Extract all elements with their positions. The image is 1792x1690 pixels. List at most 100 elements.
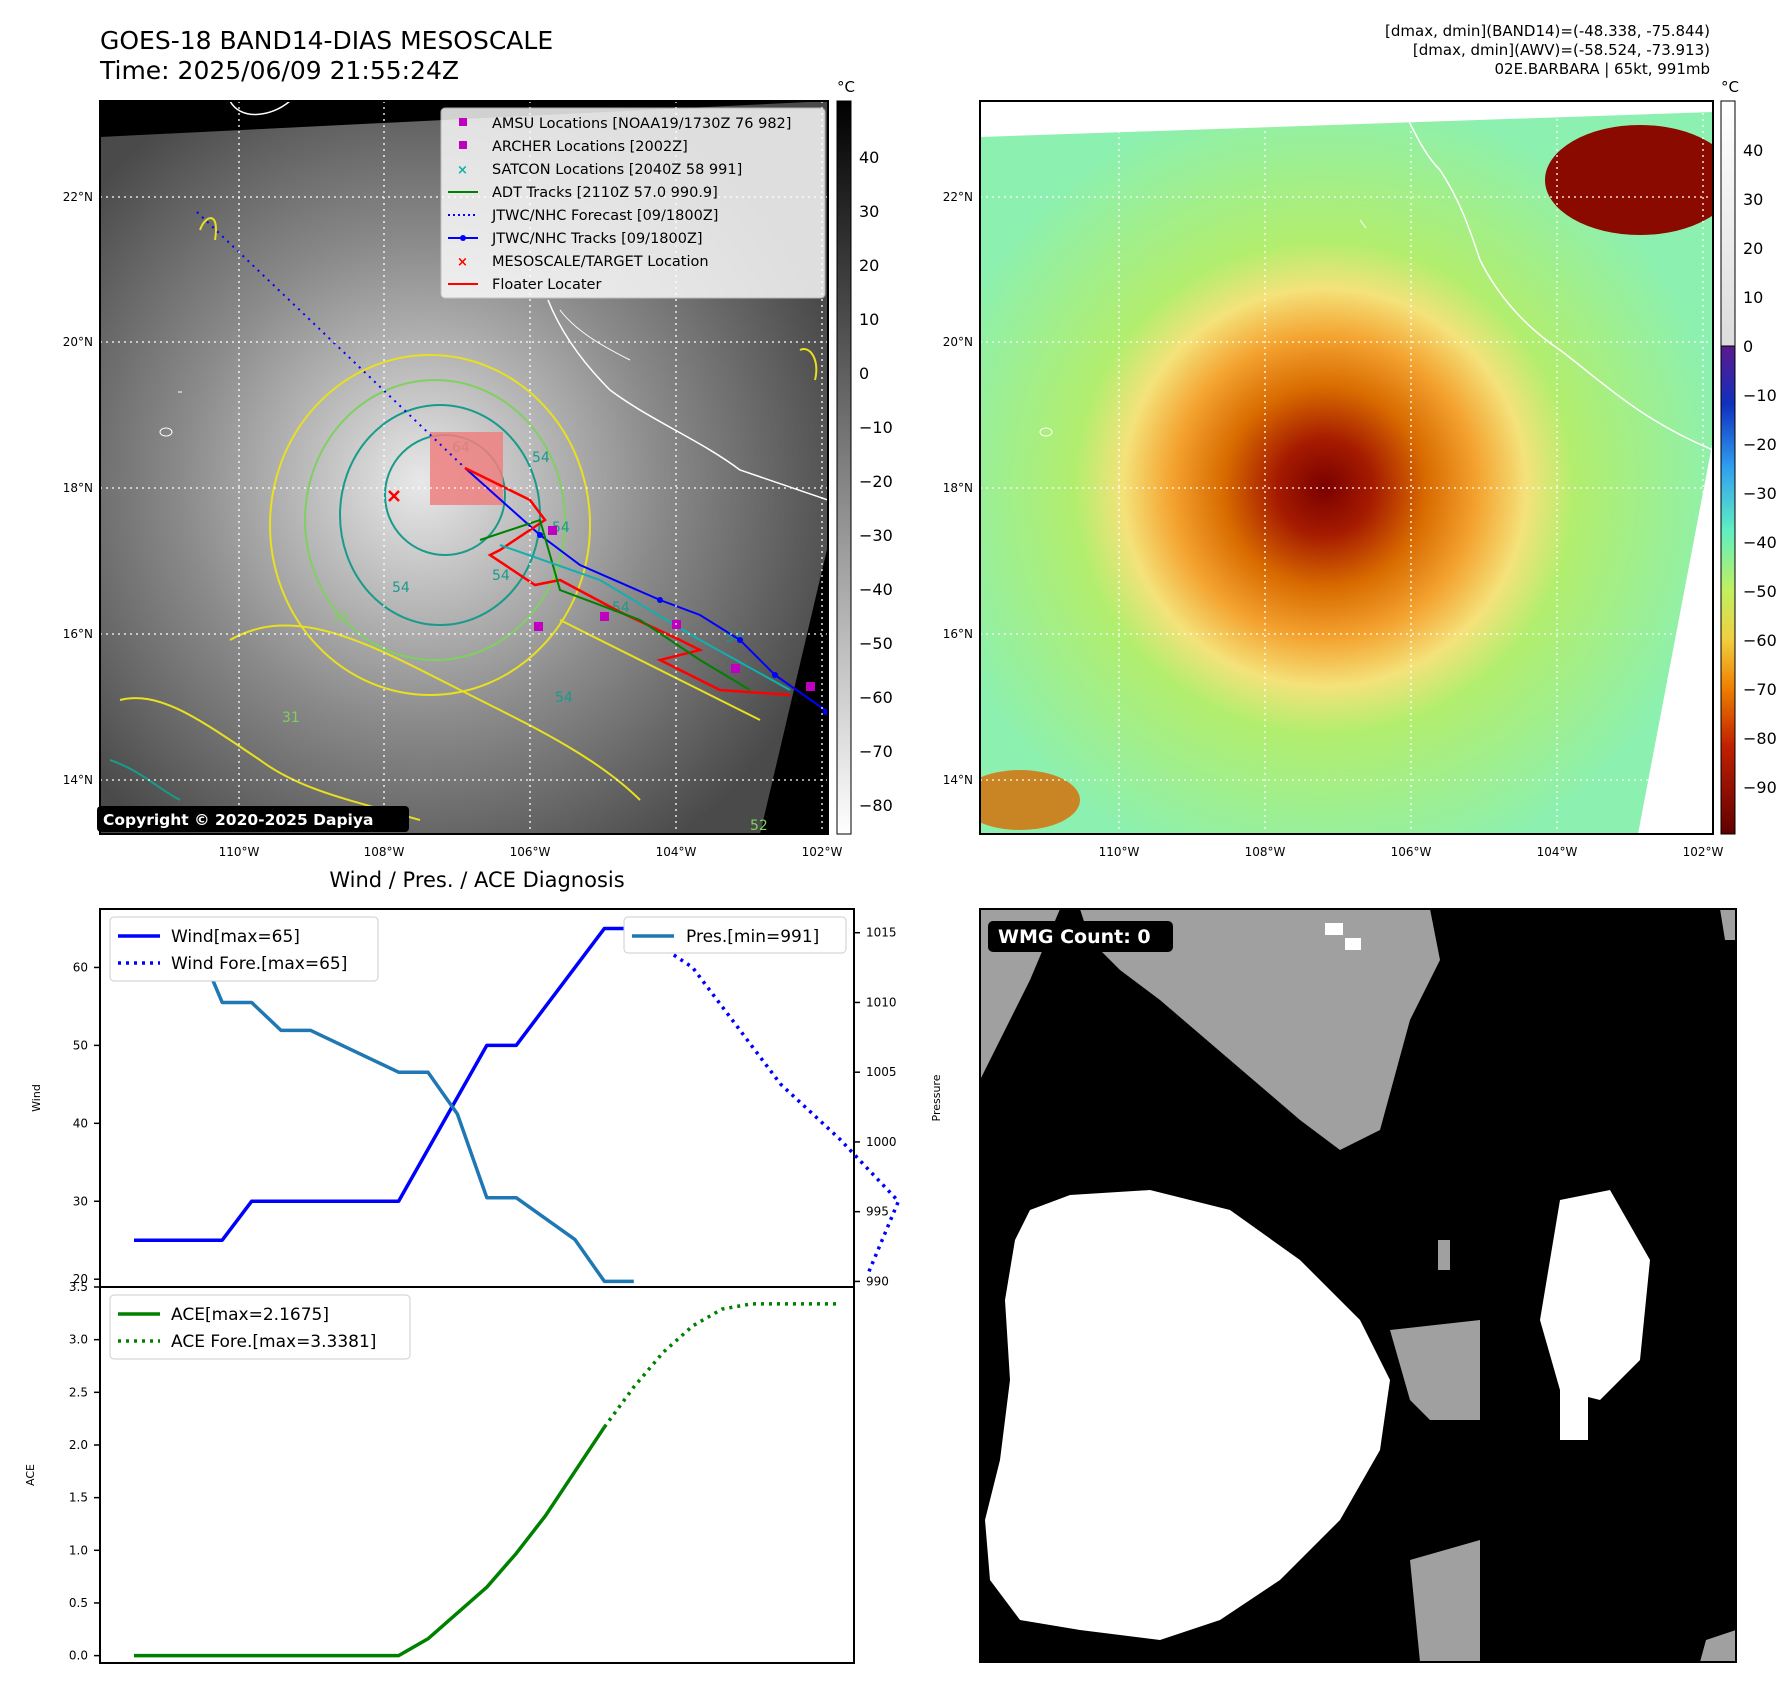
pressure-ylabel: Pressure <box>930 1074 943 1121</box>
lon-tick: 110°W <box>1099 845 1140 859</box>
coastline <box>229 101 291 116</box>
pressure-legend: Pres.[min=991] <box>623 916 847 954</box>
cb-tick: −10 <box>1743 386 1777 405</box>
wind-ylabel: Wind <box>30 1084 43 1112</box>
cb-tick: −40 <box>859 580 893 599</box>
legend-floater-label: Floater Locater <box>492 277 601 293</box>
map2-lon-ticks: 110°W 108°W 106°W 104°W 102°W <box>1099 845 1724 859</box>
y-tick-label: 50 <box>73 1038 88 1052</box>
series-line-2 <box>134 930 634 1284</box>
wmg-white-cell <box>1325 923 1343 935</box>
cb-tick: −50 <box>1743 582 1777 601</box>
legend-track-dot <box>460 235 466 241</box>
wmg-count-label: WMG Count: 0 <box>998 926 1151 948</box>
island-outline <box>159 427 173 437</box>
y-tick-label: 40 <box>73 1116 88 1130</box>
figure-title: GOES-18 BAND14-DIAS MESOSCALE Time: 2025… <box>100 26 553 86</box>
color-ir-map-panel <box>980 101 1713 834</box>
ace-legend: ACE[max=2.1675] ACE Fore.[max=3.3381] <box>109 1294 411 1360</box>
cb-tick: −20 <box>859 472 893 491</box>
y-tick-label: 2.0 <box>69 1438 88 1452</box>
lat-tick: 22°N <box>63 190 93 204</box>
lon-tick: 104°W <box>1537 845 1578 859</box>
y2-tick-label: 1005 <box>866 1065 897 1079</box>
cb-tick: −70 <box>1743 680 1777 699</box>
cb-tick: 30 <box>1743 190 1763 209</box>
y-tick-label: 20 <box>73 1272 88 1286</box>
legend-archer-label: ARCHER Locations [2002Z] <box>492 139 688 155</box>
lat-tick: 14°N <box>63 773 93 787</box>
wmg-frame <box>979 908 1737 1663</box>
wmg-white-region <box>1540 1190 1650 1400</box>
info-line1: [dmax, dmin](BAND14)=(-48.338, -75.844) <box>1385 22 1710 40</box>
best-track-points <box>537 532 828 715</box>
copyright-text: Copyright © 2020-2025 Dapiya <box>103 811 373 829</box>
lon-tick: 106°W <box>510 845 551 859</box>
legend-pressure-label: Pres.[min=991] <box>686 927 819 947</box>
series-line-1 <box>632 927 901 1273</box>
contour-label: 54 <box>555 690 573 706</box>
lat-tick: 18°N <box>63 481 93 495</box>
legend-target-label: MESOSCALE/TARGET Location <box>492 254 709 270</box>
cb-tick: 0 <box>1743 337 1753 356</box>
cb-tick: −80 <box>1743 729 1777 748</box>
y-tick-label: 30 <box>73 1194 88 1208</box>
lat-tick: 16°N <box>943 627 973 641</box>
legend-ace-label: ACE[max=2.1675] <box>171 1305 329 1325</box>
lat-tick: 22°N <box>943 190 973 204</box>
wmg-gray-region <box>1700 1630 1736 1662</box>
y-tick-label: 1.0 <box>69 1543 88 1557</box>
copyright-badge <box>97 806 409 832</box>
contour-label: 31 <box>332 610 350 626</box>
legend-target-marker: × <box>457 255 468 270</box>
coastline <box>559 309 631 361</box>
cb-tick: 0 <box>859 364 869 383</box>
cb-tick: 10 <box>1743 288 1763 307</box>
map2-lat-ticks: 22°N 20°N 18°N 16°N 14°N <box>943 190 973 787</box>
lon-tick: 104°W <box>656 845 697 859</box>
colorbar-ticks: 40 30 20 10 0 −10 −20 −30 −40 −50 −60 −7… <box>859 148 893 815</box>
contour-label: 31 <box>282 710 300 726</box>
map-gridlines <box>980 101 1713 834</box>
y2-tick-label: 1015 <box>866 926 897 940</box>
y-tick-label: 1.5 <box>69 1491 88 1505</box>
lat-tick: 20°N <box>63 335 93 349</box>
legend-amsu-marker <box>459 118 467 126</box>
lat-tick: 20°N <box>943 335 973 349</box>
floater-track <box>464 466 791 697</box>
y-tick-label: 3.5 <box>69 1280 88 1294</box>
lat-tick: 14°N <box>943 773 973 787</box>
map1-lat-ticks: 22°N 20°N 18°N 16°N 14°N <box>63 190 93 787</box>
ir-colorbar: °C 40 30 20 10 0 −10 −20 −30 −40 −50 −60… <box>836 78 893 835</box>
legend-wind-label: Wind[max=65] <box>171 927 300 947</box>
lon-tick: 108°W <box>1245 845 1286 859</box>
color-ir-imagery <box>980 112 1713 834</box>
cold-cloud-patch <box>980 770 1080 830</box>
cb-tick: −60 <box>859 688 893 707</box>
satcon-track <box>499 544 791 691</box>
y2-tick-label: 1010 <box>866 995 897 1009</box>
legend-forecast-label: JTWC/NHC Forecast [09/1800Z] <box>491 208 718 224</box>
wmg-white-cell <box>1345 938 1361 950</box>
coastline <box>1397 101 1713 451</box>
lat-tick: 18°N <box>943 481 973 495</box>
diagnosis-title: Wind / Pres. / ACE Diagnosis <box>329 868 624 892</box>
cold-cloud-patch <box>1545 125 1713 235</box>
contour-label: 54 <box>492 568 510 584</box>
legend-archer-marker <box>459 141 467 149</box>
colorbar-unit: °C <box>837 78 855 96</box>
y-tick-label: 0.0 <box>69 1649 88 1663</box>
cb-tick: 20 <box>1743 239 1763 258</box>
legend-wind-fore-label: Wind Fore.[max=65] <box>171 954 347 974</box>
series-line-0 <box>134 1426 606 1658</box>
legend-satcon-marker: × <box>457 163 468 178</box>
lon-tick: 102°W <box>1683 845 1724 859</box>
y-tick-label: 0.5 <box>69 1596 88 1610</box>
island-outline <box>1039 427 1053 437</box>
series-line-1 <box>602 1302 840 1429</box>
cb-tick: −30 <box>859 526 893 545</box>
wmg-badge <box>988 921 1173 952</box>
map-legend: AMSU Locations [NOAA19/1730Z 76 982] ARC… <box>440 107 826 299</box>
storm-info: [dmax, dmin](BAND14)=(-48.338, -75.844) … <box>1385 22 1710 79</box>
